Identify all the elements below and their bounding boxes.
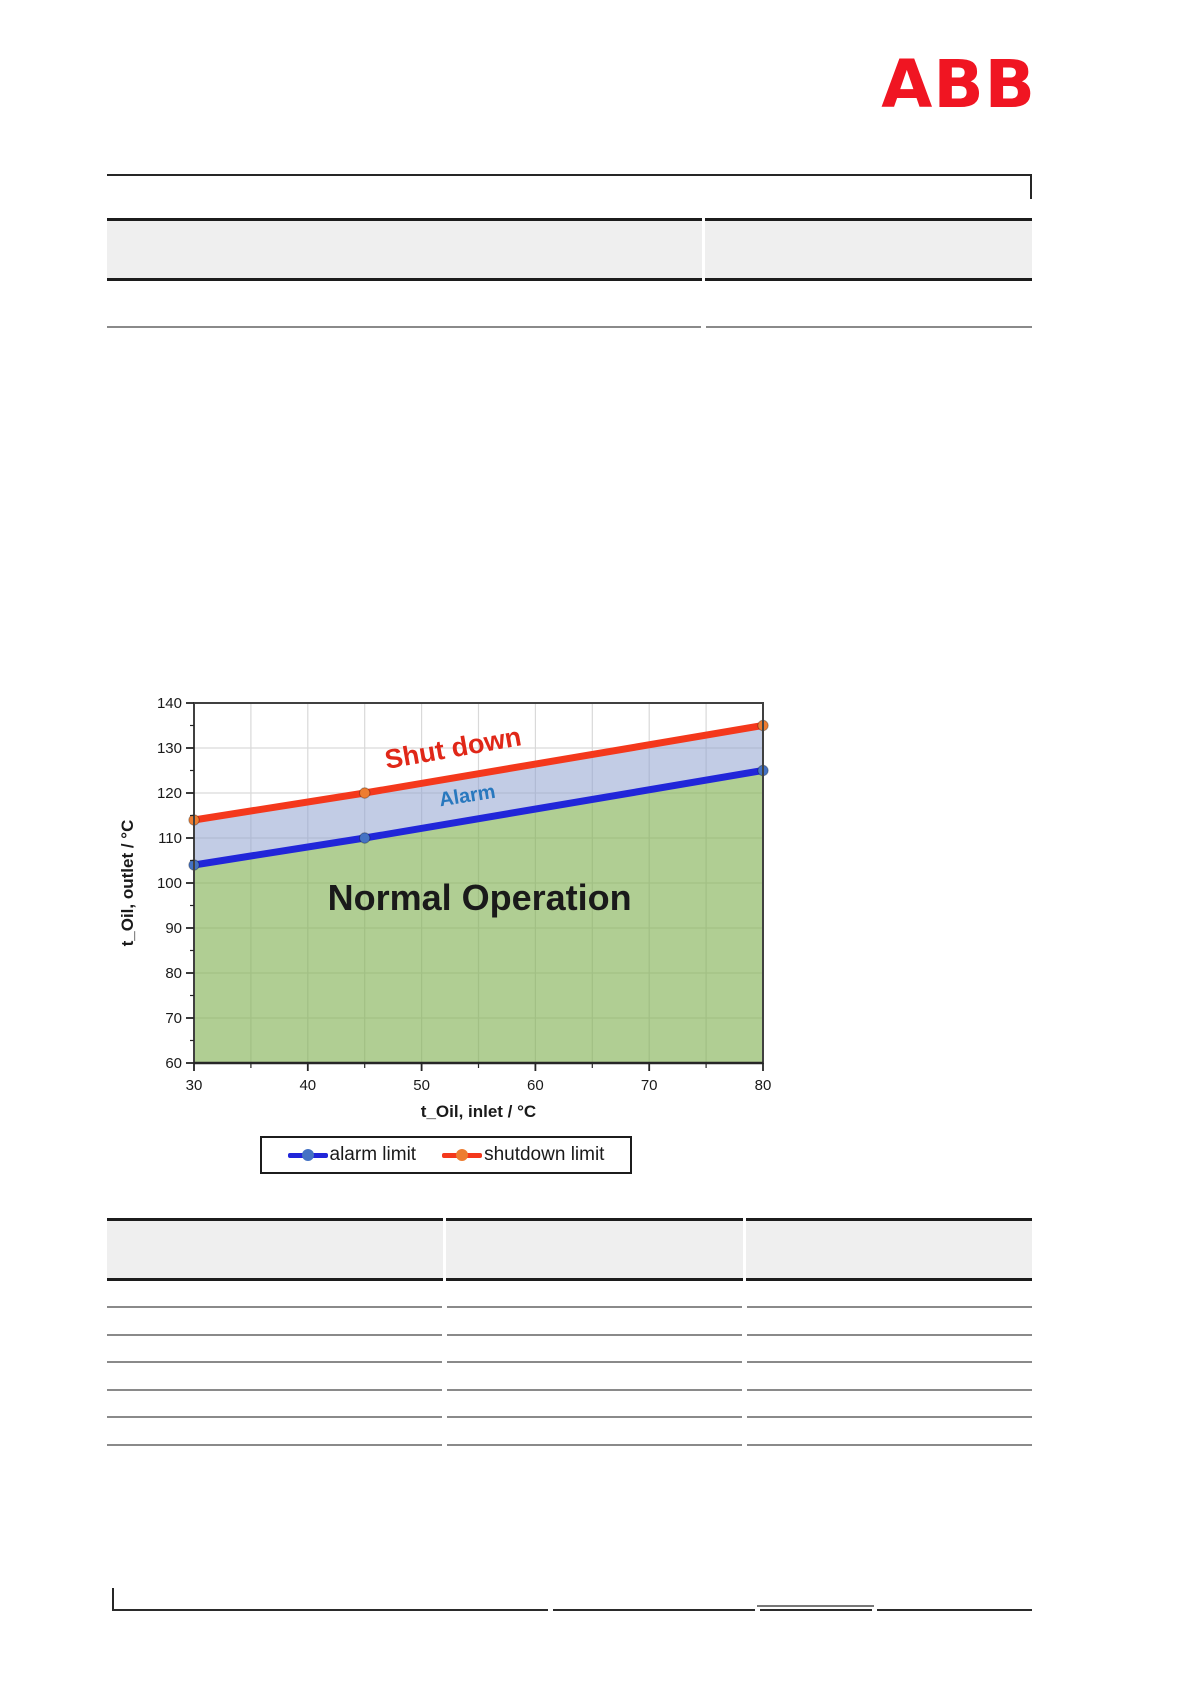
shutdown-marker-icon	[456, 1149, 469, 1161]
chart-legend: alarm limit shutdown limit	[260, 1136, 632, 1174]
x-tick-label: 40	[299, 1077, 316, 1094]
table-row-line	[107, 1334, 1032, 1336]
y-tick-label: 90	[165, 920, 182, 937]
x-tick-label: 30	[186, 1077, 203, 1094]
shutdown-data-marker	[359, 787, 371, 799]
lower-table-header-band	[107, 1218, 1032, 1281]
y-tick-label: 80	[165, 965, 182, 982]
top-table-column-divider	[702, 218, 705, 281]
abb-logo: ABB	[881, 46, 1036, 123]
top-table-row-line	[107, 326, 1032, 328]
footer-rule	[112, 1609, 1032, 1611]
x-tick-label: 60	[527, 1077, 544, 1094]
table-row-line	[107, 1416, 1032, 1418]
table-row-line	[107, 1444, 1032, 1446]
alarm-line-swatch	[287, 1149, 328, 1161]
table-row-line	[107, 1389, 1032, 1391]
legend-item-alarm: alarm limit	[287, 1144, 417, 1166]
legend-item-shutdown: shutdown limit	[442, 1144, 604, 1166]
x-tick-label: 70	[641, 1077, 658, 1094]
legend-label-shutdown: shutdown limit	[484, 1144, 605, 1165]
x-tick-label: 80	[755, 1077, 772, 1094]
footer-extra-segment	[757, 1605, 874, 1607]
chart-svg: 30 40 50 60 70 80 60 70 80 90 100 110 120 130 140 t_Oil…	[118, 695, 772, 1121]
table-row-line	[107, 1361, 1032, 1363]
top-table-header-band	[107, 218, 1032, 281]
y-tick-label: 130	[157, 740, 182, 757]
y-tick-label: 110	[158, 830, 182, 847]
shutdown-line-swatch	[442, 1149, 483, 1161]
y-tick-label: 70	[165, 1010, 182, 1027]
x-axis-title: t_Oil, inlet / °C	[421, 1102, 536, 1121]
y-tick-label: 60	[165, 1055, 182, 1072]
table-row-line	[107, 1306, 1032, 1308]
lower-table-column-divider-2	[743, 1218, 746, 1281]
y-tick-label: 120	[157, 785, 182, 802]
footer-left-tick	[112, 1588, 114, 1611]
alarm-data-marker	[359, 832, 371, 844]
top-rule	[107, 174, 1032, 176]
lower-table-column-divider-1	[443, 1218, 446, 1281]
chart-region: 30 40 50 60 70 80 60 70 80 90 100 110 120 130 140 t_Oil…	[100, 640, 800, 1200]
legend-label-alarm: alarm limit	[329, 1144, 417, 1165]
y-tick-label: 140	[157, 695, 182, 712]
region-label: Normal Operation	[328, 877, 632, 918]
x-tick-label: 50	[413, 1077, 430, 1094]
y-tick-label: 100	[157, 875, 182, 892]
alarm-marker-icon	[301, 1149, 314, 1161]
top-rule-end-tick	[1030, 174, 1032, 199]
y-axis-title: t_Oil, outlet / °C	[118, 820, 137, 947]
